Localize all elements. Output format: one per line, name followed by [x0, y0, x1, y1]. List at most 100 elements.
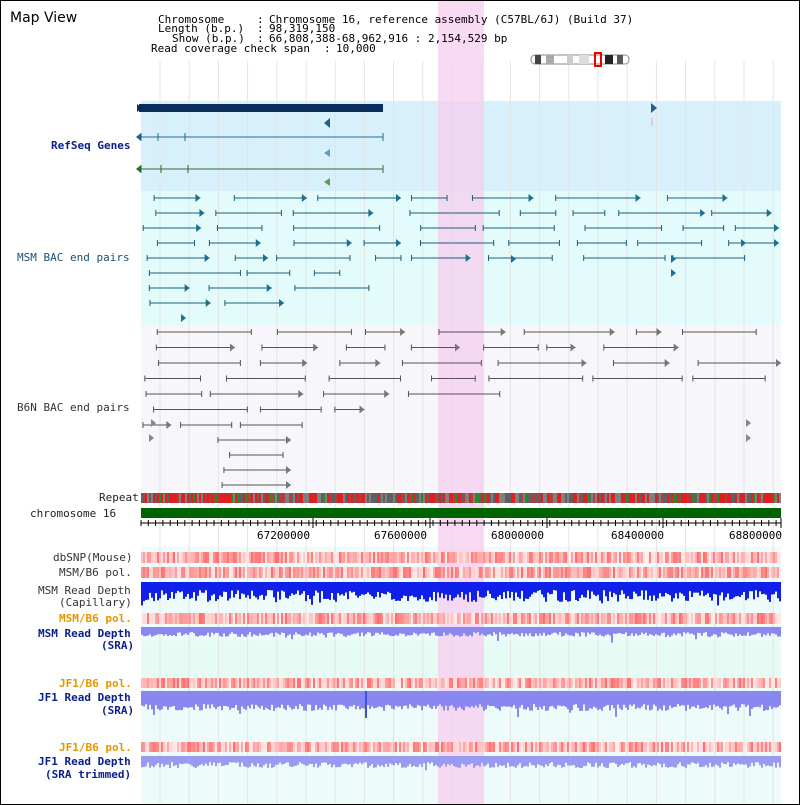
jf1-read-depth-trimmed-label[interactable]: JF1 Read Depth — [38, 755, 131, 768]
polymorphism-mark — [149, 613, 151, 624]
polymorphism-mark — [271, 678, 273, 688]
polymorphism-mark — [657, 613, 659, 624]
polymorphism-mark — [341, 567, 343, 578]
read-depth-bar — [323, 756, 325, 763]
polymorphism-mark — [687, 613, 689, 624]
repeat-label[interactable]: Repeat — [99, 491, 139, 504]
read-depth-bar — [709, 756, 711, 763]
read-depth-bar — [193, 582, 195, 593]
read-depth-bar — [673, 582, 675, 599]
polymorphism-mark — [581, 678, 583, 688]
read-depth-bar — [275, 756, 277, 765]
polymorphism-mark — [355, 567, 357, 578]
read-depth-bar — [749, 756, 751, 767]
polymorphism-mark — [763, 678, 765, 688]
polymorphism-mark — [265, 678, 267, 688]
polymorphism-mark — [339, 742, 341, 752]
polymorphism-mark — [351, 678, 353, 688]
read-depth-bar — [753, 627, 755, 635]
polymorphism-mark — [489, 742, 491, 752]
polymorphism-mark — [713, 678, 715, 688]
polymorphism-mark — [381, 678, 383, 688]
dbsnp-label[interactable]: dbSNP(Mouse) — [53, 551, 133, 564]
polymorphism-mark — [409, 678, 411, 688]
ideogram-band — [535, 55, 541, 64]
polymorphism-mark — [447, 742, 449, 752]
polymorphism-mark — [747, 678, 749, 688]
read-depth-bar — [675, 582, 677, 594]
read-depth-bar — [381, 627, 383, 633]
msm-read-depth-capillary-label[interactable]: MSM Read Depth — [38, 584, 131, 597]
polymorphism-mark — [395, 552, 397, 563]
read-depth-bar — [527, 627, 529, 636]
repeat-mark — [503, 493, 505, 503]
polymorphism-mark — [701, 742, 703, 752]
read-depth-bar — [457, 582, 459, 595]
read-depth-bar — [371, 582, 373, 597]
read-depth-bar — [747, 582, 749, 599]
read-depth-bar — [691, 582, 693, 597]
read-depth-bar — [553, 627, 555, 633]
jf1-b6-pol-label-1[interactable]: JF1/B6 pol. — [59, 677, 132, 690]
polymorphism-mark — [683, 567, 685, 578]
read-depth-bar — [703, 582, 705, 597]
read-depth-bar — [619, 582, 621, 595]
read-depth-bar — [405, 627, 407, 637]
msm-read-depth-sra-label[interactable]: MSM Read Depth — [38, 627, 131, 640]
polymorphism-mark — [273, 742, 275, 752]
polymorphism-mark — [609, 678, 611, 688]
polymorphism-mark — [397, 742, 399, 752]
read-depth-bar — [473, 582, 475, 601]
bac-end-arrow — [368, 209, 374, 217]
read-depth-bar — [285, 627, 287, 638]
msm-b6-pol-label-1[interactable]: MSM/B6 pol. — [59, 566, 132, 579]
read-depth-bar — [535, 691, 537, 708]
polymorphism-mark — [229, 552, 231, 563]
read-depth-bar — [189, 756, 191, 765]
polymorphism-mark — [517, 552, 519, 563]
polymorphism-mark — [769, 678, 771, 688]
bac-end-arrow — [766, 209, 772, 217]
msm-b6-pol-label-2[interactable]: MSM/B6 pol. — [59, 612, 132, 625]
read-depth-bar — [597, 756, 599, 768]
read-depth-bar — [269, 627, 271, 634]
bac-end-arrow — [746, 434, 751, 442]
polymorphism-mark — [429, 678, 431, 688]
polymorphism-mark — [551, 742, 553, 752]
repeat-mark — [479, 493, 481, 503]
read-depth-bar — [265, 691, 267, 708]
bac-end-arrow — [205, 299, 211, 307]
repeat-mark — [359, 493, 361, 503]
polymorphism-mark — [471, 678, 473, 688]
b6n-bac-label[interactable]: B6N BAC end pairs — [17, 401, 130, 414]
polymorphism-mark — [707, 742, 709, 752]
read-depth-bar — [287, 756, 289, 763]
polymorphism-mark — [593, 552, 595, 563]
read-depth-bar — [189, 691, 191, 708]
repeat-mark — [671, 493, 673, 503]
polymorphism-mark — [483, 678, 485, 688]
polymorphism-mark — [345, 567, 347, 578]
polymorphism-mark — [465, 742, 467, 752]
polymorphism-mark — [665, 613, 667, 624]
read-depth-bar — [715, 627, 717, 635]
jf1-b6-pol-label-2[interactable]: JF1/B6 pol. — [59, 741, 132, 754]
polymorphism-mark — [229, 613, 231, 624]
polymorphism-mark — [225, 567, 227, 578]
read-depth-bar — [533, 691, 535, 705]
coverage-key: Read coverage check span — [151, 42, 310, 55]
polymorphism-mark — [185, 552, 187, 563]
polymorphism-mark — [375, 742, 377, 752]
read-depth-bar — [293, 756, 295, 767]
polymorphism-mark — [511, 567, 513, 578]
read-depth-bar — [585, 627, 587, 637]
polymorphism-mark — [743, 678, 745, 688]
read-depth-bar — [373, 756, 375, 768]
refseq-genes-label[interactable]: RefSeq Genes — [51, 139, 131, 152]
read-depth-bar — [625, 582, 627, 599]
jf1-read-depth-sra-label[interactable]: JF1 Read Depth — [38, 691, 131, 704]
polymorphism-mark — [639, 552, 641, 563]
polymorphism-mark — [635, 742, 637, 752]
msm-bac-label[interactable]: MSM BAC end pairs — [17, 251, 130, 264]
